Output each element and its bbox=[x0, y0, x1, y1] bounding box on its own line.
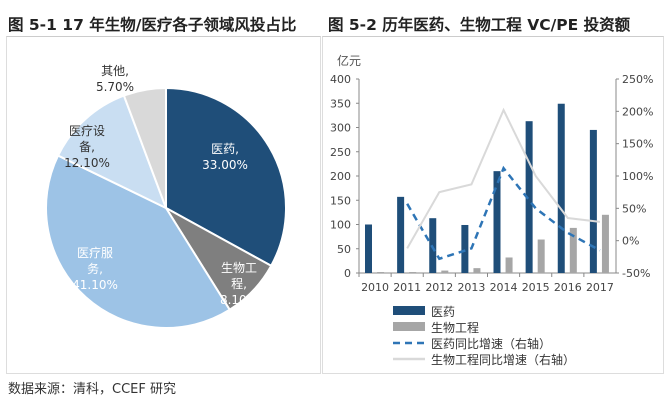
pie-label-name: 医疗服务 bbox=[76, 246, 113, 276]
y-tick-label: 0 bbox=[344, 267, 351, 280]
pie-label-percent: 5.70% bbox=[95, 80, 135, 94]
legend-label: 生物工程 bbox=[431, 320, 479, 335]
pie-label-name: 医药 bbox=[211, 142, 236, 156]
pie-label-medical-device: 医疗设备, 12.10% bbox=[64, 123, 110, 171]
bar-medicine bbox=[525, 121, 533, 273]
pie-label-percent: 12.10% bbox=[64, 156, 110, 170]
x-tick-label: 2015 bbox=[522, 281, 550, 294]
y-tick-label: 400 bbox=[330, 73, 351, 86]
y2-tick-label: 100% bbox=[622, 170, 653, 183]
y2-tick-label: 250% bbox=[622, 73, 653, 86]
y-tick-label: 150 bbox=[330, 194, 351, 207]
bar-chart: 亿元 0 50 100 150 200 250 300 350 400 -50% 0% 50% 100% 1… bbox=[330, 53, 653, 367]
pie-slice-3 bbox=[56, 94, 168, 210]
pie-chart bbox=[45, 86, 287, 329]
bar-biotech bbox=[569, 227, 577, 273]
source-note: 数据来源：清科，CCEF 研究 bbox=[8, 382, 176, 397]
legend-item-1: 生物工程 bbox=[393, 320, 479, 335]
legend-item-3: 生物工程同比增速（右轴） bbox=[393, 352, 575, 367]
bar-medicine bbox=[589, 129, 597, 273]
bar-medicine bbox=[493, 171, 501, 273]
x-tick-label: 2016 bbox=[554, 281, 582, 294]
x-tick-label: 2014 bbox=[490, 281, 518, 294]
pie-slice-0 bbox=[165, 86, 287, 268]
left-chart-title: 图 5-1 17 年生物/医疗各子领域风投占比 bbox=[8, 16, 297, 34]
y-tick-label: 200 bbox=[330, 170, 351, 183]
legend-swatch bbox=[393, 322, 425, 331]
bar-medicine bbox=[365, 224, 372, 273]
x-tick-label: 2013 bbox=[457, 281, 485, 294]
y-tick-label: 100 bbox=[330, 219, 351, 232]
legend-label: 医药 bbox=[431, 305, 455, 319]
pie-panel: 医药, 33.00% 生物工程, 8.10% 医疗服务, 41.10% 医疗设备, 12… bbox=[6, 36, 321, 374]
pie-label-percent: 33.00% bbox=[202, 158, 248, 172]
legend-label: 医药同比增速（右轴） bbox=[431, 336, 551, 351]
bar-biotech bbox=[601, 214, 609, 273]
line-biotech-growth bbox=[406, 107, 601, 249]
pie-slice-4 bbox=[122, 86, 167, 209]
bar-biotech bbox=[409, 272, 417, 273]
x-tick-label: 2017 bbox=[586, 281, 614, 294]
bar-biotech bbox=[505, 257, 513, 273]
line-medicine-growth bbox=[406, 165, 601, 261]
bar-medicine bbox=[557, 103, 565, 273]
legend-swatch bbox=[393, 306, 425, 315]
pie-slice-2 bbox=[45, 154, 232, 329]
y-tick-label: 300 bbox=[330, 122, 351, 135]
y2-tick-label: 150% bbox=[622, 138, 653, 151]
pie-label-name: 生物工程 bbox=[220, 261, 257, 291]
x-tick-label: 2011 bbox=[393, 281, 421, 294]
x-tick-label: 2010 bbox=[361, 281, 389, 294]
bar-panel: 亿元 0 50 100 150 200 250 300 350 400 -50% 0% 50% 100% 1… bbox=[322, 36, 664, 374]
y2-tick-label: -50% bbox=[622, 267, 650, 280]
y-tick-label: 350 bbox=[330, 97, 351, 110]
pie-label-medical-service: 医疗服务, 41.10% bbox=[72, 245, 118, 293]
pie-label-name: 医疗设备 bbox=[68, 124, 105, 154]
y-tick-label: 250 bbox=[330, 146, 351, 159]
y-tick-label: 50 bbox=[337, 243, 351, 256]
bar-medicine bbox=[397, 196, 405, 273]
y2-tick-label: 200% bbox=[622, 105, 653, 118]
pie-label-name: 其他 bbox=[101, 64, 126, 78]
bar-medicine bbox=[461, 224, 469, 273]
y-axis-label: 亿元 bbox=[337, 53, 361, 68]
right-chart-title: 图 5-2 历年医药、生物工程 VC/PE 投资额 bbox=[328, 16, 631, 34]
legend-item-0: 医药 bbox=[393, 305, 455, 319]
pie-label-percent: 41.10% bbox=[72, 278, 118, 292]
y2-tick-label: 0% bbox=[622, 235, 639, 248]
bar-biotech bbox=[441, 270, 449, 273]
pie-label-percent: 8.10% bbox=[219, 293, 259, 307]
bar-biotech bbox=[473, 268, 481, 273]
legend-item-2: 医药同比增速（右轴） bbox=[393, 336, 551, 351]
bar-biotech bbox=[377, 272, 385, 273]
x-tick-label: 2012 bbox=[425, 281, 453, 294]
legend-label: 生物工程同比增速（右轴） bbox=[431, 352, 575, 367]
bar-biotech bbox=[537, 239, 545, 273]
pie-label-biotech: 生物工程, 8.10% bbox=[219, 260, 259, 308]
pie-label-other: 其他, 5.70% bbox=[87, 63, 143, 95]
y2-tick-label: 50% bbox=[622, 202, 646, 215]
pie-label-medicine: 医药, 33.00% bbox=[197, 141, 253, 173]
